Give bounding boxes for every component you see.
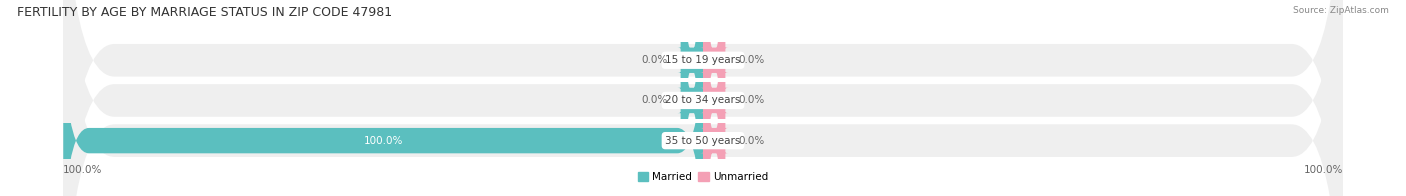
Text: 15 to 19 years: 15 to 19 years <box>665 55 741 65</box>
FancyBboxPatch shape <box>63 8 703 196</box>
Text: 0.0%: 0.0% <box>738 136 765 146</box>
FancyBboxPatch shape <box>63 0 1343 196</box>
Legend: Married, Unmarried: Married, Unmarried <box>634 167 772 186</box>
Text: 100.0%: 100.0% <box>1303 165 1343 175</box>
Text: 0.0%: 0.0% <box>738 95 765 105</box>
FancyBboxPatch shape <box>63 0 1343 196</box>
Text: 100.0%: 100.0% <box>363 136 404 146</box>
Text: 100.0%: 100.0% <box>63 165 103 175</box>
FancyBboxPatch shape <box>700 0 728 196</box>
Text: FERTILITY BY AGE BY MARRIAGE STATUS IN ZIP CODE 47981: FERTILITY BY AGE BY MARRIAGE STATUS IN Z… <box>17 6 392 19</box>
FancyBboxPatch shape <box>700 0 728 193</box>
Text: Source: ZipAtlas.com: Source: ZipAtlas.com <box>1294 6 1389 15</box>
Text: 0.0%: 0.0% <box>641 55 668 65</box>
Text: 0.0%: 0.0% <box>738 55 765 65</box>
FancyBboxPatch shape <box>63 0 1343 196</box>
FancyBboxPatch shape <box>700 8 728 196</box>
Text: 0.0%: 0.0% <box>641 95 668 105</box>
Text: 35 to 50 years: 35 to 50 years <box>665 136 741 146</box>
FancyBboxPatch shape <box>678 0 706 196</box>
FancyBboxPatch shape <box>678 0 706 193</box>
Text: 20 to 34 years: 20 to 34 years <box>665 95 741 105</box>
